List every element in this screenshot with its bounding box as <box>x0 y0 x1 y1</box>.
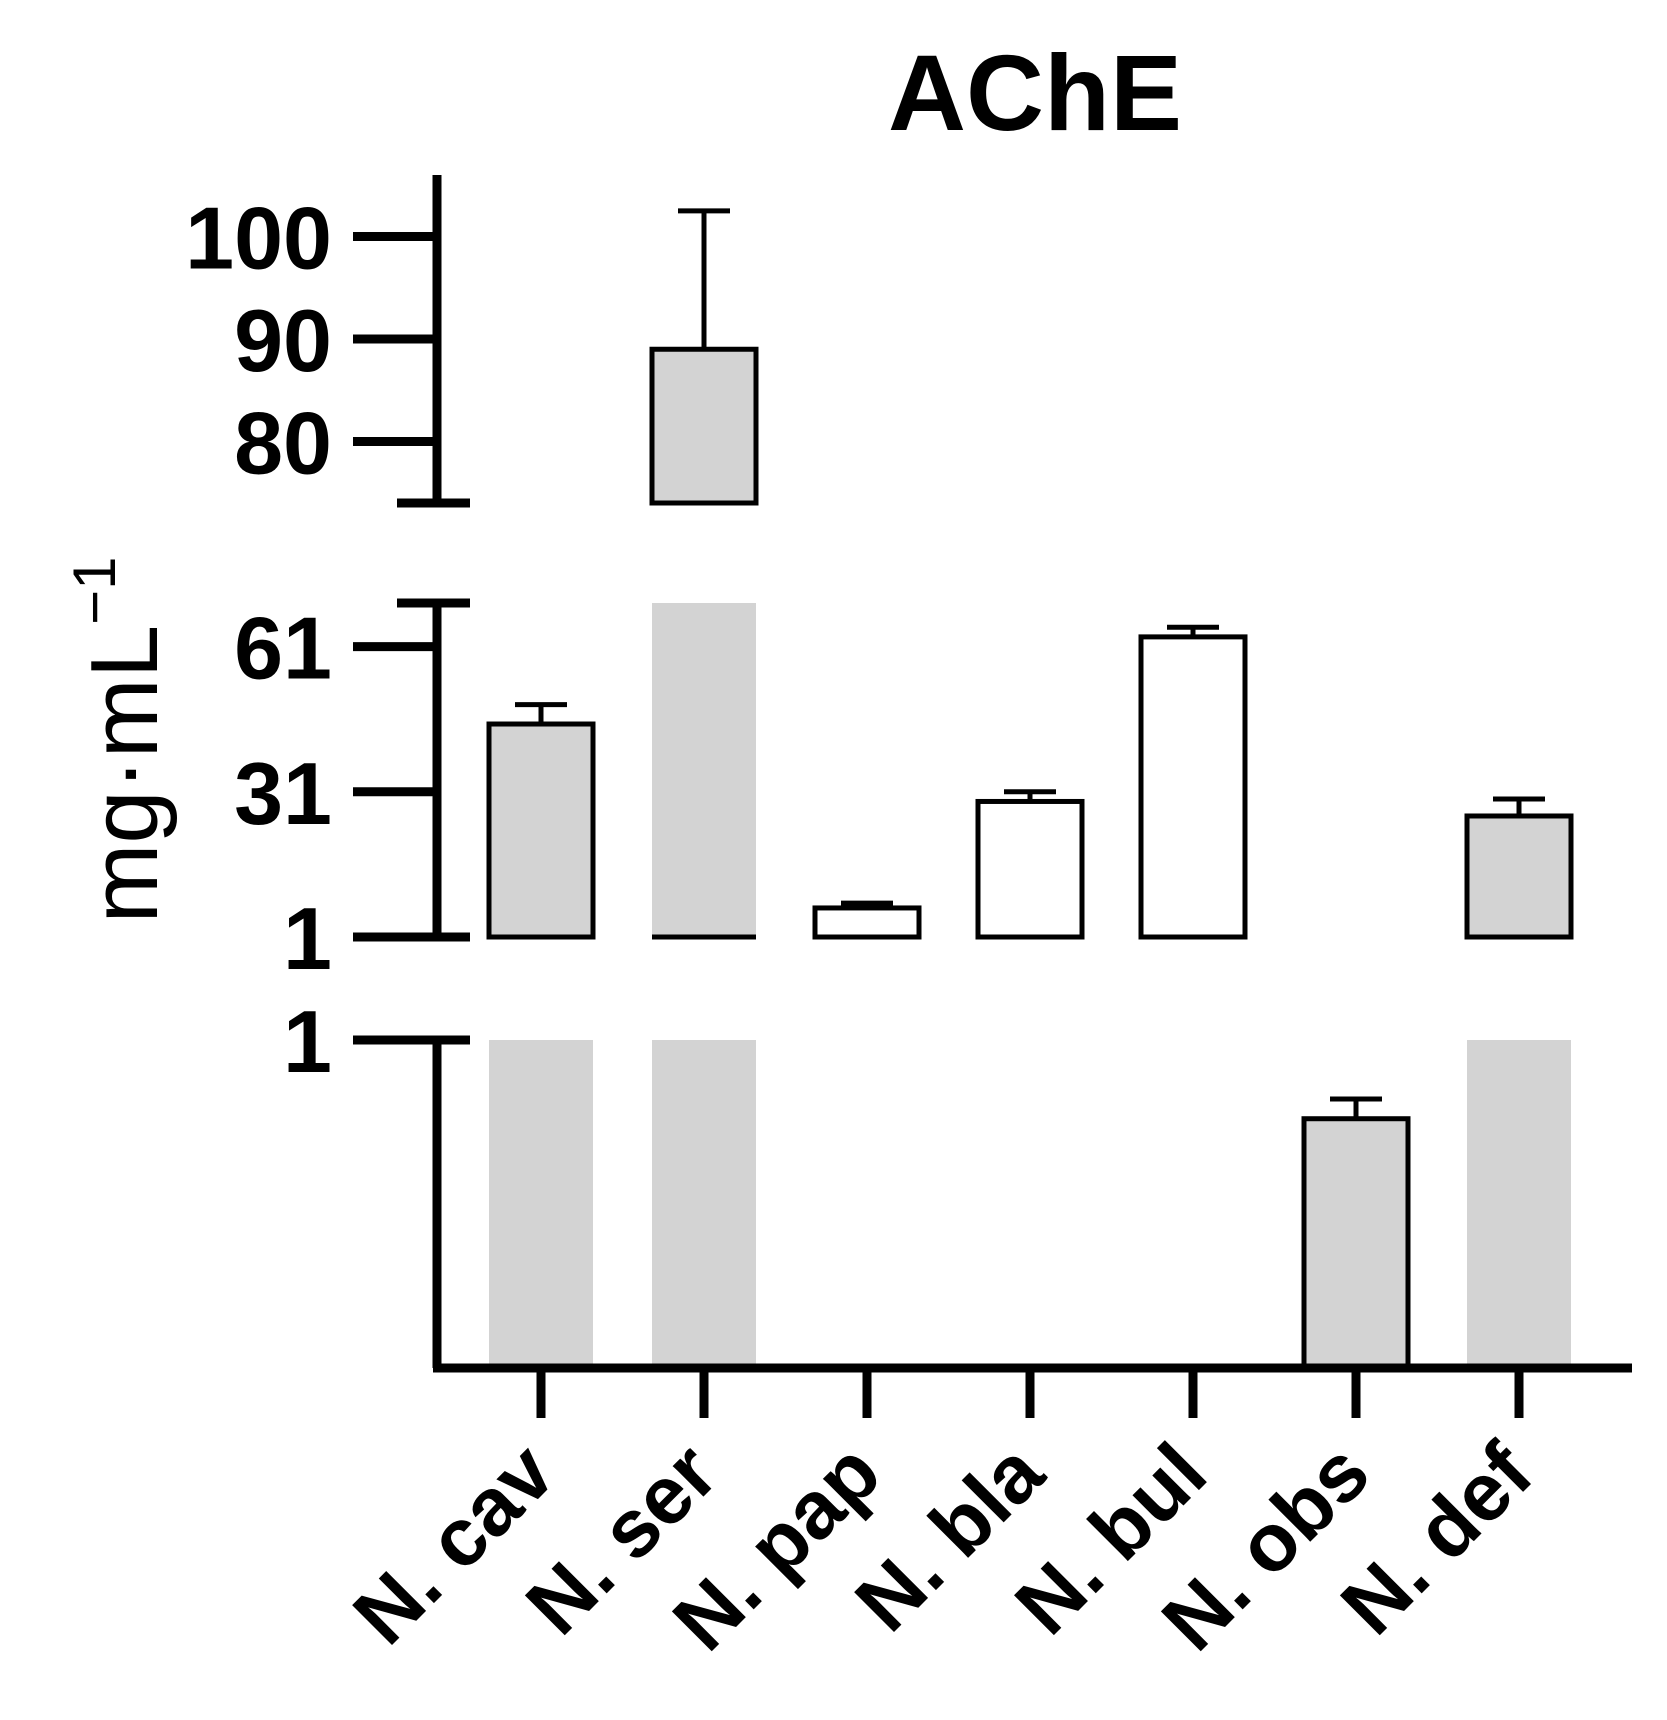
y-axis-label: mg·mL−1 <box>61 556 178 923</box>
svg-text:mg·mL−1: mg·mL−1 <box>61 556 178 923</box>
bar <box>649 1037 759 1371</box>
bar <box>1464 813 1574 940</box>
bar <box>1301 1116 1411 1371</box>
bar <box>975 798 1085 940</box>
x-tick-label: N. cav <box>337 1426 572 1661</box>
bar <box>1138 634 1248 940</box>
y-tick-label: 90 <box>234 291 332 390</box>
x-tick-label: N. def <box>1324 1426 1550 1652</box>
bar <box>486 1037 596 1371</box>
y-tick-label: 1 <box>283 992 332 1091</box>
y-axis-label-text: mg·mL <box>71 625 178 924</box>
y-tick-label: 61 <box>234 599 332 698</box>
bar <box>486 721 596 940</box>
y-tick-label: 31 <box>234 744 332 843</box>
bar <box>649 600 759 940</box>
bar <box>812 905 922 940</box>
y-tick-label: 100 <box>185 189 332 288</box>
bar <box>975 1037 1085 1371</box>
y-tick-label: 1 <box>283 889 332 988</box>
bar <box>1138 1037 1248 1371</box>
y-tick-label: 80 <box>234 394 332 493</box>
y-axis-label-superscript: −1 <box>61 556 128 624</box>
bar <box>649 346 759 506</box>
bar <box>1464 1037 1574 1371</box>
bar <box>812 1037 922 1371</box>
chart-title: AChE <box>888 32 1182 153</box>
bars <box>486 208 1574 1371</box>
